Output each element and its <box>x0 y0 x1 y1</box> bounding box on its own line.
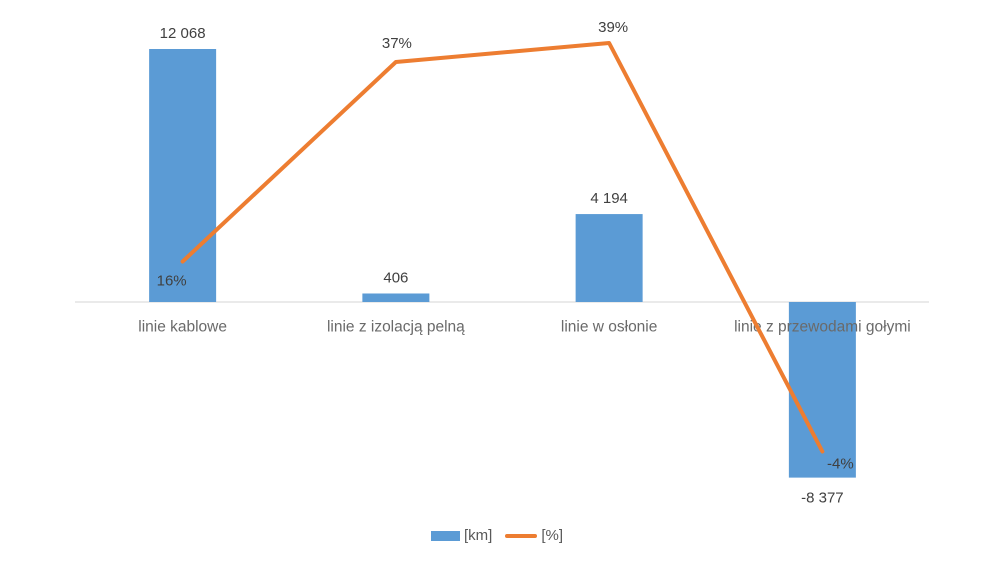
legend-item-pct: [%] <box>505 527 563 544</box>
line-value-label-3: -4% <box>827 456 854 473</box>
bar-series-swatch-icon <box>430 530 460 541</box>
line-value-label-1: 37% <box>382 35 412 52</box>
category-label-1: linie z izolacją pelną <box>327 319 465 336</box>
bar-value-label-2: 4 194 <box>590 190 628 207</box>
bar-value-label-3: -8 377 <box>801 490 844 507</box>
category-label-0: linie kablowe <box>138 319 227 336</box>
line-series-swatch-icon <box>505 533 538 538</box>
bar-1 <box>362 293 430 302</box>
category-label-3: linie z przewodami gołymi <box>734 319 911 336</box>
chart-legend: [km] [%] <box>0 527 994 544</box>
legend-item-km: [km] <box>430 527 493 544</box>
bar-0 <box>149 49 217 302</box>
bar-value-label-0: 12 068 <box>160 25 206 42</box>
line-value-label-0: 16% <box>157 273 187 290</box>
bar-2 <box>575 214 643 302</box>
legend-label-km: [km] <box>463 527 493 544</box>
category-label-2: linie w osłonie <box>561 319 658 336</box>
bar-value-label-1: 406 <box>383 269 408 286</box>
line-value-label-2: 39% <box>598 19 628 36</box>
legend-label-pct: [%] <box>541 527 564 544</box>
pct-line <box>180 41 825 454</box>
